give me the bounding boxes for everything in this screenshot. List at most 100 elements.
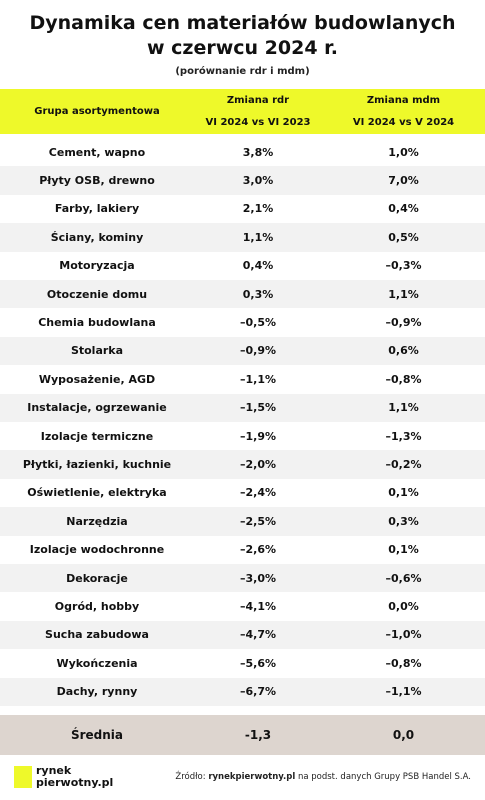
cell: 1,0% [388,145,419,159]
cell: Wykończenia [56,656,138,670]
table-row: Chemia budowlana –0,5% –0,9% [0,308,485,337]
table-row: Płyty OSB, drewno 3,0% 7,0% [0,166,485,195]
cell: 1,1% [388,401,419,415]
logo-text: pierwotny.pl [36,776,114,789]
cell: –4,7% [239,628,276,642]
cell: Instalacje, ogrzewanie [27,401,167,415]
header-cell: Zmiana mdm VI 2024 vs V 2024 [322,95,485,128]
cell: Chemia budowlana [38,316,156,330]
cell: Cement, wapno [48,145,146,159]
cell: –1,1% [239,372,276,386]
cell: Izolacje termiczne [40,429,154,443]
table-row: Stolarka –0,9% 0,6% [0,336,485,366]
logo: rynek pierwotny.pl [36,765,113,789]
table-row: Ogród, hobby –4,1% 0,0% [0,592,485,621]
source: Źródło: rynekpierwotny.pl na podst. dany… [175,772,471,782]
cell: –0,2% [385,458,422,472]
table-row: Wyposażenie, AGD –1,1% –0,8% [0,365,485,394]
cell: –1,0% [385,628,422,642]
cell: –1,3% [385,429,422,443]
title: Dynamika cen materiałów budowlanych [29,12,456,34]
table-row: Dachy, rynny –6,7% –1,1% [0,677,485,706]
table-row: Wykończenia –5,6% –0,8% [0,649,485,678]
cell: –2,0% [239,458,276,472]
cell: Średnia [70,728,124,742]
cell: –0,9% [239,344,276,358]
table-row: Instalacje, ogrzewanie –1,5% 1,1% [0,393,485,422]
cell: –2,4% [239,486,276,500]
cell: 0,6% [388,344,419,358]
cell: –0,5% [239,316,276,330]
cell: –2,6% [239,543,276,557]
cell: Dachy, rynny [56,685,138,699]
cell: 0,4% [388,202,419,216]
cell: Izolacje wodochronne [29,543,165,557]
cell: 3,0% [242,174,274,188]
logo-icon [14,766,32,788]
header-cell: Grupa asortymentowa [34,106,160,117]
cell: 0,1% [388,486,419,500]
cell: 0,4% [242,259,274,273]
table-row: Izolacje wodochronne –2,6% 0,1% [0,535,485,564]
cell: –0,3% [385,259,422,273]
cell: -1,3 [244,728,272,742]
cell: Sucha zabudowa [45,628,149,642]
title: w czerwcu 2024 r. [146,37,339,59]
cell: –1,1% [385,685,422,699]
header-text: Zmiana rdr [226,95,290,106]
subtitle: (porównanie rdr i mdm) [175,66,310,77]
cell: –0,8% [385,656,422,670]
source-text: na podst. danych Grupy PSB Handel S.A. [295,772,471,782]
cell: Stolarka [70,344,124,358]
cell: –0,6% [385,571,422,585]
cell: Płytki, łazienki, kuchnie [22,458,172,472]
source-link: rynekpierwotny.pl [208,772,296,782]
cell: –1,9% [239,429,276,443]
cell: 1,1% [242,230,274,244]
cell: 0,1% [388,543,419,557]
cell: Płyty OSB, drewno [39,174,155,188]
table-row: Oświetlenie, elektryka –2,4% 0,1% [0,478,485,508]
table-row: Narzędzia –2,5% 0,3% [0,507,485,536]
table-row: Sucha zabudowa –4,7% –1,0% [0,620,485,650]
cell: 2,1% [242,202,274,216]
cell: –3,0% [239,571,276,585]
cell: Ogród, hobby [54,600,140,614]
source-text: Źródło: [175,772,209,782]
cell: 0,0 [392,728,415,742]
cell: 1,1% [388,287,419,301]
cell: 0,3% [388,514,419,528]
cell: Ściany, kominy [50,230,144,244]
header-text: VI 2024 vs VI 2023 [205,117,311,128]
cell: –4,1% [239,600,276,614]
cell: 0,3% [242,287,274,301]
cell: 3,8% [242,145,274,159]
cell: Dekoracje [66,571,128,585]
table-row: Dekoracje –3,0% –0,6% [0,564,485,593]
cell: Otoczenie domu [46,287,148,301]
header-row: Grupa asortymentowa Zmiana rdr VI 2024 vs… [0,89,485,134]
cell: –6,7% [239,685,276,699]
table-row: Izolacje termiczne –1,9% –1,3% [0,422,485,451]
table-row: Farby, lakiery 2,1% 0,4% [0,194,485,224]
cell: Motoryzacja [59,259,135,273]
table-row: Otoczenie domu 0,3% 1,1% [0,280,485,309]
table-row: Płytki, łazienki, kuchnie –2,0% –0,2% [0,450,485,479]
cell: –1,5% [239,401,276,415]
table-row: Motoryzacja 0,4% –0,3% [0,251,485,280]
header-text: VI 2024 vs V 2024 [352,117,455,128]
cell: –5,6% [239,656,276,670]
summary-row: Średnia -1,3 0,0 [0,715,485,755]
cell: 0,0% [388,600,419,614]
cell: Wyposażenie, AGD [38,372,156,386]
cell: Farby, lakiery [54,202,140,216]
table-row: Cement, wapno 3,8% 1,0% [0,138,485,167]
footer: rynek pierwotny.pl Źródło: rynekpierwotny… [0,758,485,800]
header-text: Zmiana mdm [366,95,441,106]
cell: –0,8% [385,372,422,386]
cell: Narzędzia [66,514,128,528]
cell: –0,9% [385,316,422,330]
cell: 0,5% [388,230,419,244]
cell: Oświetlenie, elektryka [27,486,167,500]
